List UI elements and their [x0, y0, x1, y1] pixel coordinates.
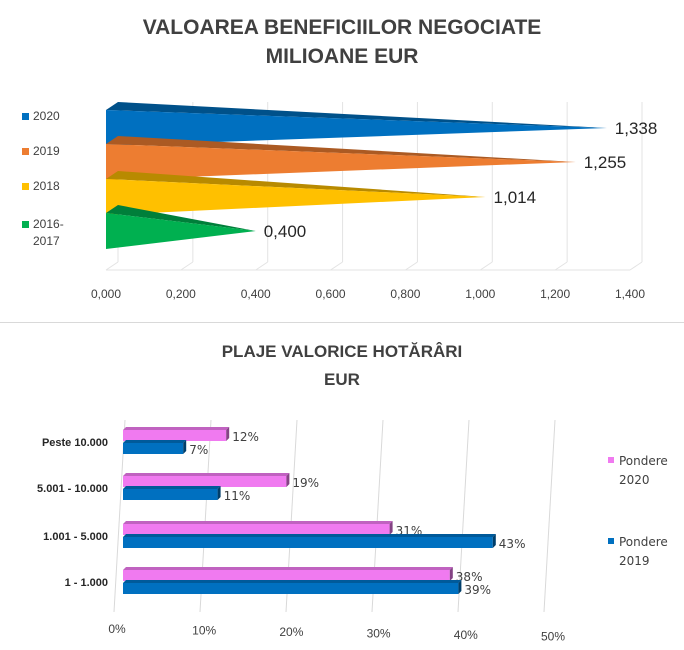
chart1-gridline-floor — [629, 261, 643, 271]
chart2-bar-top — [123, 567, 453, 570]
chart1-title-line1: VALOAREA BENEFICIILOR NEGOCIATE — [143, 16, 542, 39]
chart2-bar-top — [123, 440, 187, 443]
chart2-bar-side — [226, 427, 230, 441]
chart2-x-tick-label: 50% — [541, 630, 565, 644]
chart1-bar-top — [106, 136, 576, 162]
chart1-legend-swatch — [22, 113, 29, 120]
chart2-bar-top — [123, 521, 393, 524]
chart2-legend-label: 2020 — [619, 473, 650, 487]
chart2-bar-side — [449, 567, 453, 581]
chart2-data-label: 7% — [189, 443, 208, 457]
chart2-category-label: Peste 10.000 — [42, 437, 108, 449]
chart1-bar — [106, 110, 607, 146]
chart1-title-line2: MILIOANE EUR — [266, 45, 419, 68]
chart2-bar-top — [123, 486, 221, 489]
chart1-data-label: 1,255 — [584, 153, 627, 172]
chart1-x-tick-label: 1,200 — [540, 287, 570, 301]
chart1-legend-swatch — [22, 148, 29, 155]
chart2-bar — [123, 537, 493, 548]
chart2-legend: Pondere 2020 Pondere 2019 — [608, 454, 668, 568]
chart2-bar-side — [389, 521, 393, 535]
chart1-bar — [106, 179, 486, 215]
chart1-x-tick-label: 0,600 — [316, 287, 346, 301]
chart2-bar — [123, 430, 227, 441]
chart2-legend-swatch — [608, 538, 614, 544]
chart2-data-label: 19% — [292, 476, 319, 490]
chart1-bar-top — [106, 102, 607, 128]
chart2-data-label: 38% — [456, 570, 483, 584]
chart1-bar — [106, 144, 576, 180]
chart2-legend-label: Pondere — [619, 454, 668, 468]
chart1-gridline-floor — [554, 261, 568, 271]
chart1-legend-label: 2016- — [33, 217, 64, 231]
chart1-x-tick-label: 1,400 — [615, 287, 645, 301]
chart1-gridline-floor — [330, 261, 343, 271]
chart2-data-label: 11% — [224, 489, 251, 503]
chart2-legend-label: 2019 — [619, 554, 650, 568]
chart1-legend-label: 2017 — [33, 234, 60, 248]
chart2-bar-side — [217, 486, 221, 500]
chart1-x-tick-label: 0,800 — [390, 287, 420, 301]
chart1-x-tick-label: 0,400 — [241, 287, 271, 301]
chart2-category-label: 1.001 - 5.000 — [43, 531, 108, 543]
chart1-gridline-floor — [405, 261, 418, 271]
chart2-bar-top — [123, 427, 230, 430]
chart2-gridline — [543, 419, 556, 613]
chart1-gridline-floor — [255, 261, 268, 271]
chart2-bar — [123, 524, 390, 535]
chart2-category-label: 5.001 - 10.000 — [37, 483, 108, 495]
chart2-x-tick-label: 10% — [192, 624, 216, 638]
chart1-bar-top — [106, 205, 256, 231]
chart2-bar-side — [492, 534, 496, 548]
chart1-data-label: 1,014 — [494, 188, 537, 207]
chart2-bar-side — [458, 580, 462, 594]
chart2-legend-label: Pondere — [619, 535, 668, 549]
chart2-bar — [123, 489, 218, 500]
chart1-gridline-floor — [480, 261, 493, 271]
chart1-data-label: 0,400 — [264, 222, 307, 241]
chart1-legend-label: 2018 — [33, 179, 60, 193]
chart2-x-axis-ticks: 0% 10% 20% 30% 40% 50% — [108, 622, 565, 644]
chart1-legend-swatch — [22, 221, 29, 228]
chart2-x-tick-label: 30% — [367, 627, 391, 641]
chart1-legend: 2020 2019 2018 2016- 2017 — [22, 109, 64, 248]
chart1-x-tick-label: 0,200 — [166, 287, 196, 301]
chart2-category-labels: Peste 10.000 5.001 - 10.000 1.001 - 5.000 1… — [37, 437, 108, 589]
chart2-x-tick-label: 20% — [279, 625, 303, 639]
chart2-bar-side — [286, 473, 290, 487]
chart2-x-tick-label: 40% — [454, 628, 478, 642]
chart1-x-axis-ticks: 0,000 0,200 0,400 0,600 0,800 1,000 1,200 1,400 — [91, 287, 645, 301]
chart2-x-tick-label: 0% — [108, 622, 126, 636]
chart1-gridline-floor — [180, 261, 194, 271]
chart2-title-line2: EUR — [324, 370, 360, 389]
benefits-value-chart: VALOAREA BENEFICIILOR NEGOCIATE MILIOANE… — [22, 16, 657, 301]
chart1-legend-label: 2019 — [33, 144, 60, 158]
chart2-title-line1: PLAJE VALORICE HOTĂRÂRI — [222, 342, 463, 361]
chart2-legend-swatch — [608, 457, 614, 463]
chart1-bar — [106, 213, 256, 249]
chart2-bar-top — [123, 534, 496, 537]
chart2-bar-top — [123, 580, 462, 583]
chart1-data-label: 1,338 — [615, 119, 658, 138]
chart1-x-tick-label: 0,000 — [91, 287, 121, 301]
chart1-bar-top — [106, 171, 486, 197]
chart2-bars: 12%7%19%11%31%43%38%39% — [123, 427, 525, 597]
chart1-x-tick-label: 1,000 — [465, 287, 495, 301]
chart1-legend-swatch — [22, 183, 29, 190]
chart1-gridline-floor — [105, 261, 119, 271]
chart2-data-label: 39% — [464, 583, 491, 597]
chart2-bar — [123, 570, 450, 581]
chart1-bars: 1,338 1,255 1,014 0,400 — [106, 102, 657, 249]
chart2-bar-top — [123, 473, 290, 476]
chart2-bar-side — [183, 440, 187, 454]
chart2-bar — [123, 583, 459, 594]
chart2-bar — [123, 476, 287, 487]
chart1-legend-label: 2020 — [33, 109, 60, 123]
chart2-category-label: 1 - 1.000 — [65, 577, 108, 589]
chart2-data-label: 12% — [232, 430, 259, 444]
chart2-bar — [123, 443, 184, 454]
chart2-data-label: 43% — [499, 537, 526, 551]
